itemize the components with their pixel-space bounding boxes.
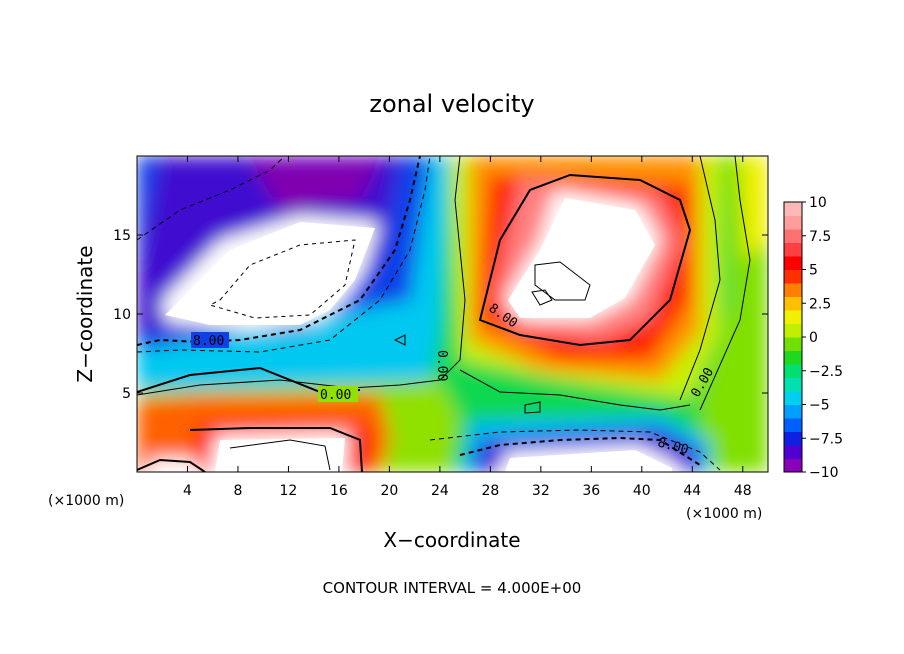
colorbar-tick-label: 5 [809, 263, 818, 279]
colorbar-swatch [784, 445, 802, 459]
x-tick-label: 44 [683, 483, 701, 499]
y-tick-label: 10 [113, 307, 131, 323]
colorbar-swatch [784, 310, 802, 324]
colorbar-tick-label: −2.5 [809, 364, 843, 380]
colorbar-tick-label: 7.5 [809, 229, 831, 245]
contour-label: 0.00 [320, 388, 351, 403]
colorbar-swatch [784, 215, 802, 230]
x-tick-label: 20 [380, 483, 398, 499]
colorbar-swatch [784, 350, 802, 365]
colorbar-swatch [784, 229, 802, 243]
contour-label: 8.00 [193, 334, 224, 349]
x-tick-label: 32 [532, 483, 550, 499]
colorbar-swatch [784, 269, 802, 284]
colorbar: 10 7.5 5 2.5 0 −2.5 −5 −7.5 −10 [783, 195, 843, 481]
colorbar-swatch [784, 283, 802, 297]
colorbar-swatch [784, 431, 802, 446]
x-tick-label: 12 [280, 483, 298, 499]
colorbar-swatch [784, 202, 802, 216]
x-tick-label: 48 [734, 483, 752, 499]
x-tick-label: 8 [233, 483, 242, 499]
contour-interval-note: CONTOUR INTERVAL = 4.000E+00 [323, 579, 582, 597]
colorbar-tick-label: 10 [809, 195, 827, 211]
x-tick-label: 4 [183, 483, 192, 499]
colorbar-swatch [784, 337, 802, 351]
colorbar-swatch [784, 377, 802, 392]
x-tick-label: 40 [633, 483, 651, 499]
x-axis-label: X−coordinate [383, 528, 520, 552]
colorbar-swatch [784, 418, 802, 432]
x-unit-label-left: (×1000 m) [48, 493, 124, 509]
x-tick-label: 24 [431, 483, 449, 499]
colorbar-swatch [784, 242, 802, 257]
colorbar-swatch [784, 458, 802, 473]
contour-label: 0.00 [434, 350, 449, 381]
colorbar-swatch [784, 256, 802, 270]
y-axis: 5 10 15 [113, 228, 768, 402]
colorbar-swatch [784, 296, 802, 311]
colorbar-tick-label: 2.5 [809, 296, 831, 312]
colorbar-swatch [784, 404, 802, 419]
y-tick-label: 15 [113, 228, 131, 244]
colorbar-tick-label: −10 [809, 465, 839, 481]
colorbar-tick-label: 0 [809, 330, 818, 346]
x-tick-label: 16 [330, 483, 348, 499]
colorbar-tick-label: −7.5 [809, 431, 843, 447]
x-axis: 4 8 12 16 20 24 28 32 36 40 44 48 [183, 156, 752, 499]
y-axis-label: Z−coordinate [73, 245, 97, 382]
y-tick-label: 5 [122, 386, 131, 402]
colorbar-swatch [784, 323, 802, 338]
velocity-field: 8.00 0.00 0.00 8.00 0.00 8.00 [137, 156, 768, 472]
colorbar-tick-label: −5 [809, 398, 830, 414]
x-tick-label: 36 [582, 483, 600, 499]
chart-title: zonal velocity [369, 90, 534, 118]
colorbar-swatch [784, 364, 802, 378]
colorbar-swatch [784, 391, 802, 405]
x-unit-label-right: (×1000 m) [686, 506, 762, 522]
x-tick-label: 28 [481, 483, 499, 499]
